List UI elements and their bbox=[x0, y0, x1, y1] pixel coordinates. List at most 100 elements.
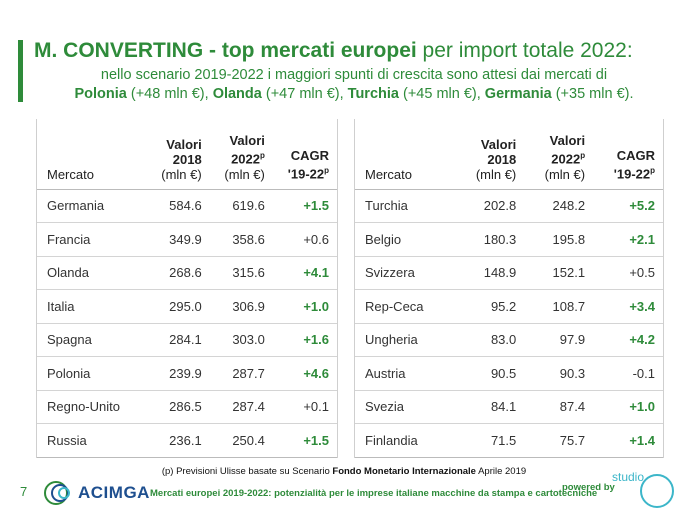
cell-valori-2022: 315.6 bbox=[209, 256, 273, 290]
acimga-logo-icon bbox=[44, 481, 70, 505]
cell-valori-2018: 584.6 bbox=[146, 189, 210, 223]
cell-valori-2018: 295.0 bbox=[146, 289, 210, 324]
cell-valori-2022: 152.1 bbox=[524, 256, 594, 290]
table-row: Svizzera 148.9 152.1 +0.5 bbox=[355, 256, 663, 290]
cell-mercato: Polonia bbox=[37, 356, 147, 391]
table-row: Spagna 284.1 303.0 +1.6 bbox=[37, 323, 337, 357]
cell-mercato: Regno-Unito bbox=[37, 390, 147, 424]
cell-valori-2022: 619.6 bbox=[209, 189, 273, 223]
cell-valori-2022: 303.0 bbox=[209, 323, 273, 357]
cell-mercato: Francia bbox=[37, 222, 147, 257]
cell-cagr: +3.4 bbox=[593, 289, 663, 324]
page-number: 7 bbox=[20, 484, 28, 499]
right-markets-table: Mercato Valori 2018 (mln €) Valori 2022p (ml… bbox=[354, 119, 664, 458]
cell-cagr: +2.1 bbox=[593, 222, 663, 257]
cell-valori-2018: 148.9 bbox=[455, 256, 525, 290]
page-subtitle: nello scenario 2019-2022 i maggiori spun… bbox=[74, 67, 634, 102]
cell-cagr: +0.5 bbox=[593, 256, 663, 290]
cell-cagr: +1.6 bbox=[272, 323, 337, 357]
powered-by-label: powered by bbox=[562, 482, 615, 493]
table-row: Olanda 268.6 315.6 +4.1 bbox=[37, 256, 337, 290]
cell-cagr: +4.1 bbox=[272, 256, 337, 290]
cell-valori-2022: 306.9 bbox=[209, 289, 273, 324]
cell-mercato: Olanda bbox=[37, 256, 147, 290]
cell-cagr: +5.2 bbox=[593, 189, 663, 223]
header-mercato: Mercato bbox=[355, 119, 456, 190]
table-row: Italia 295.0 306.9 +1.0 bbox=[37, 289, 337, 324]
cell-valori-2018: 236.1 bbox=[146, 423, 210, 458]
table-row: Svezia 84.1 87.4 +1.0 bbox=[355, 390, 663, 424]
cell-valori-2022: 87.4 bbox=[524, 390, 594, 424]
cell-valori-2018: 202.8 bbox=[455, 189, 525, 223]
cell-valori-2018: 286.5 bbox=[146, 390, 210, 424]
cell-cagr: +0.1 bbox=[272, 390, 337, 424]
cell-mercato: Italia bbox=[37, 289, 147, 324]
cell-valori-2018: 349.9 bbox=[146, 222, 210, 257]
cell-valori-2022: 250.4 bbox=[209, 423, 273, 458]
cell-valori-2018: 83.0 bbox=[455, 323, 525, 357]
cell-valori-2018: 90.5 bbox=[455, 356, 525, 391]
cell-valori-2018: 180.3 bbox=[455, 222, 525, 257]
page-title: M. CONVERTING - top mercati europei per … bbox=[34, 39, 633, 62]
cell-mercato: Belgio bbox=[355, 222, 456, 257]
cell-valori-2022: 248.2 bbox=[524, 189, 594, 223]
cell-mercato: Svizzera bbox=[355, 256, 456, 290]
cell-valori-2018: 95.2 bbox=[455, 289, 525, 324]
studio-logo-icon bbox=[640, 474, 674, 508]
header-valori-2022: Valori 2022p (mln €) bbox=[209, 119, 273, 190]
title-accent-bar bbox=[18, 40, 23, 102]
cell-valori-2022: 90.3 bbox=[524, 356, 594, 391]
cell-mercato: Turchia bbox=[355, 189, 456, 223]
header-mercato: Mercato bbox=[37, 119, 147, 190]
cell-valori-2022: 75.7 bbox=[524, 423, 594, 458]
cell-valori-2018: 284.1 bbox=[146, 323, 210, 357]
cell-cagr: +1.0 bbox=[272, 289, 337, 324]
cell-mercato: Spagna bbox=[37, 323, 147, 357]
footnote: (p) Previsioni Ulisse basate su Scenario… bbox=[161, 466, 527, 477]
cell-valori-2022: 287.4 bbox=[209, 390, 273, 424]
cell-cagr: +1.5 bbox=[272, 189, 337, 223]
header-valori-2018: Valori 2018 (mln €) bbox=[455, 119, 525, 190]
table-row: Russia 236.1 250.4 +1.5 bbox=[37, 423, 337, 458]
cell-mercato: Svezia bbox=[355, 390, 456, 424]
header-valori-2022: Valori 2022p (mln €) bbox=[524, 119, 594, 190]
table-row: Ungheria 83.0 97.9 +4.2 bbox=[355, 323, 663, 357]
header-cagr: CAGR '19-22p bbox=[593, 119, 663, 190]
cell-valori-2022: 358.6 bbox=[209, 222, 273, 257]
left-markets-table: Mercato Valori 2018 (mln €) Valori 2022p (ml… bbox=[36, 119, 338, 458]
cell-cagr: +1.0 bbox=[593, 390, 663, 424]
cell-cagr: -0.1 bbox=[593, 356, 663, 391]
cell-valori-2018: 268.6 bbox=[146, 256, 210, 290]
cell-cagr: +0.6 bbox=[272, 222, 337, 257]
cell-valori-2018: 84.1 bbox=[455, 390, 525, 424]
cell-mercato: Ungheria bbox=[355, 323, 456, 357]
table-row: Belgio 180.3 195.8 +2.1 bbox=[355, 222, 663, 257]
cell-valori-2022: 97.9 bbox=[524, 323, 594, 357]
cell-cagr: +1.4 bbox=[593, 423, 663, 458]
cell-valori-2022: 108.7 bbox=[524, 289, 594, 324]
cell-mercato: Germania bbox=[37, 189, 147, 223]
cell-mercato: Russia bbox=[37, 423, 147, 458]
table-row: Turchia 202.8 248.2 +5.2 bbox=[355, 189, 663, 223]
cell-cagr: +4.2 bbox=[593, 323, 663, 357]
cell-valori-2018: 239.9 bbox=[146, 356, 210, 391]
cell-mercato: Rep-Ceca bbox=[355, 289, 456, 324]
cell-mercato: Austria bbox=[355, 356, 456, 391]
cell-mercato: Finlandia bbox=[355, 423, 456, 458]
table-row: Rep-Ceca 95.2 108.7 +3.4 bbox=[355, 289, 663, 324]
table-row: Francia 349.9 358.6 +0.6 bbox=[37, 222, 337, 257]
header-valori-2018: Valori 2018 (mln €) bbox=[146, 119, 210, 190]
table-header-row: Mercato Valori 2018 (mln €) Valori 2022p (ml… bbox=[355, 119, 663, 190]
cell-valori-2018: 71.5 bbox=[455, 423, 525, 458]
cell-cagr: +4.6 bbox=[272, 356, 337, 391]
table-row: Polonia 239.9 287.7 +4.6 bbox=[37, 356, 337, 391]
cell-cagr: +1.5 bbox=[272, 423, 337, 458]
footer-text: Mercati europei 2019-2022: potenzialità … bbox=[150, 488, 598, 499]
studio-logo-text: studio bbox=[612, 470, 645, 484]
logo-text: ACIMGA bbox=[78, 483, 150, 502]
table-row: Germania 584.6 619.6 +1.5 bbox=[37, 189, 337, 223]
table-header-row: Mercato Valori 2018 (mln €) Valori 2022p (ml… bbox=[37, 119, 337, 190]
cell-valori-2022: 287.7 bbox=[209, 356, 273, 391]
cell-valori-2022: 195.8 bbox=[524, 222, 594, 257]
table-row: Austria 90.5 90.3 -0.1 bbox=[355, 356, 663, 391]
